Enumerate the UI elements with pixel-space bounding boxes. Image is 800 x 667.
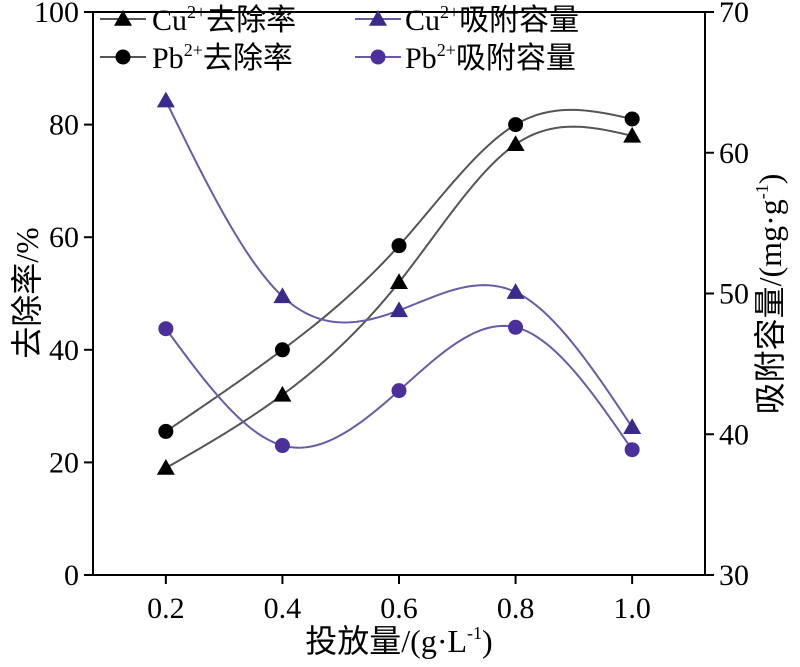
legend-label: Pb2+去除率 (152, 40, 293, 75)
series-1-point (274, 342, 290, 358)
legend-label: Cu2+去除率 (152, 2, 296, 37)
x-ticks: 0.2 0.4 0.6 0.8 1.0 (147, 575, 651, 625)
series-3-point (508, 319, 524, 335)
series-0-point (156, 459, 175, 475)
y-left-tick-label: 100 (34, 0, 79, 29)
y-right-tick-label: 60 (719, 137, 749, 170)
data-markers (156, 91, 642, 475)
series-0-point (623, 126, 642, 143)
legend-marker (370, 49, 386, 65)
x-tick-label: 0.6 (380, 592, 418, 625)
y-right-ticks: 30 40 50 60 70 (705, 0, 749, 592)
series-0-point (273, 385, 292, 402)
y-left-tick-label: 60 (49, 221, 79, 254)
series-2-point (273, 287, 292, 304)
x-tick-label: 0.8 (497, 592, 535, 625)
x-tick-label: 1.0 (613, 592, 651, 625)
legend-label: Pb2+吸附容量 (405, 40, 576, 75)
y-right-tick-label: 30 (719, 559, 749, 592)
legend-marker (369, 10, 387, 26)
y-right-axis-title: 吸附容量/(mg·g-1) (752, 174, 788, 415)
series-1-point (158, 423, 174, 439)
series-2-point (506, 283, 525, 299)
y-left-tick-label: 40 (49, 334, 79, 367)
y-right-tick-label: 70 (719, 0, 749, 29)
series-0-point (390, 273, 408, 289)
x-tick-label: 0.2 (147, 592, 185, 625)
plot-frame (92, 11, 706, 576)
y-left-tick-label: 80 (49, 109, 79, 142)
legend-marker (115, 49, 131, 65)
x-tick-label: 0.4 (264, 592, 302, 625)
series-3-point (158, 321, 174, 337)
series-3-point (624, 442, 640, 458)
y-left-tick-label: 20 (49, 446, 79, 479)
y-right-tick-label: 40 (719, 418, 749, 451)
legend-label: Cu2+吸附容量 (405, 2, 579, 37)
series-curve-2 (164, 100, 633, 428)
y-left-axis-title: 去除率/% (9, 227, 45, 359)
series-2-point (623, 418, 642, 434)
series-3-point (391, 383, 407, 399)
series-curve-0 (165, 125, 633, 469)
y-left-ticks: 0 20 40 60 80 100 (34, 0, 93, 592)
y-right-tick-label: 50 (719, 278, 749, 311)
series-1-point (508, 117, 524, 133)
series-2-point (156, 91, 175, 108)
series-2-point (390, 301, 408, 318)
x-axis-title: 投放量/(g·L-1) (305, 623, 492, 659)
series-1-point (624, 111, 640, 127)
y-left-tick-label: 0 (64, 559, 79, 592)
series-0-point (506, 135, 525, 152)
legend-marker (114, 10, 132, 26)
series-3-point (274, 438, 290, 454)
series-1-point (391, 238, 407, 254)
